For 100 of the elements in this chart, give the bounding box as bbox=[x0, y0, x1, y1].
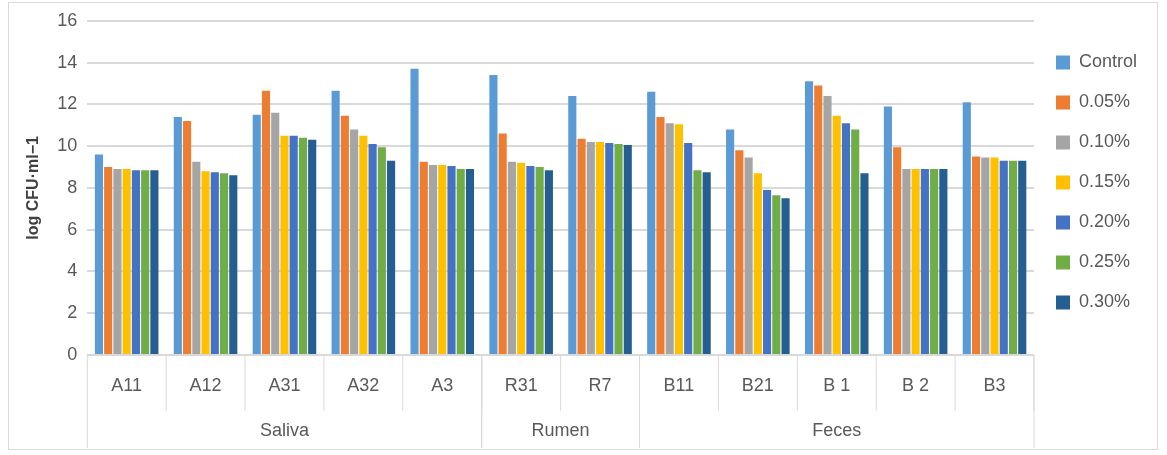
bar bbox=[962, 102, 971, 354]
legend-label: 0.25% bbox=[1078, 251, 1131, 272]
bar bbox=[772, 195, 781, 354]
y-tick-label: 12 bbox=[57, 93, 78, 114]
bar bbox=[781, 198, 790, 354]
bar bbox=[368, 144, 377, 354]
bar bbox=[744, 157, 753, 354]
bar bbox=[804, 81, 814, 354]
bar bbox=[920, 169, 929, 354]
bar bbox=[841, 123, 851, 354]
bar bbox=[999, 160, 1008, 354]
bar bbox=[674, 124, 684, 354]
x-tick-label: A32 bbox=[347, 374, 380, 395]
bar bbox=[308, 139, 317, 354]
bar bbox=[735, 150, 744, 354]
y-tick-label: 8 bbox=[67, 176, 78, 197]
x-tick-label: B21 bbox=[741, 374, 774, 395]
bar bbox=[387, 160, 396, 354]
bar bbox=[219, 173, 229, 354]
bar bbox=[930, 169, 939, 354]
bar bbox=[535, 167, 544, 354]
bar bbox=[990, 157, 999, 354]
bar bbox=[753, 173, 762, 354]
bar bbox=[252, 114, 261, 354]
bar bbox=[702, 172, 711, 354]
bar bbox=[507, 161, 516, 354]
bar bbox=[183, 121, 192, 354]
legend-label: 0.20% bbox=[1078, 211, 1131, 232]
bar bbox=[577, 138, 586, 354]
x-tick-label: B3 bbox=[983, 374, 1006, 395]
y-tick-label: 2 bbox=[67, 302, 78, 323]
bar bbox=[261, 90, 271, 354]
bar bbox=[201, 171, 210, 354]
x-tick-label: B 2 bbox=[902, 374, 930, 395]
text: Saliva bbox=[259, 419, 310, 440]
bar bbox=[377, 147, 386, 354]
bar bbox=[665, 123, 674, 354]
bar bbox=[911, 169, 920, 354]
x-tick-label: A3 bbox=[431, 374, 454, 395]
legend-label: 0.10% bbox=[1078, 131, 1131, 152]
bar bbox=[656, 116, 665, 354]
x-tick-label: A31 bbox=[268, 374, 301, 395]
y-tick-label: 6 bbox=[67, 218, 78, 239]
bar bbox=[298, 137, 308, 354]
bar bbox=[350, 129, 359, 354]
bar bbox=[693, 170, 702, 354]
bar bbox=[113, 169, 122, 354]
bar bbox=[832, 115, 841, 354]
bar bbox=[289, 135, 298, 354]
y-tick-label: 4 bbox=[67, 260, 78, 281]
bar bbox=[544, 170, 553, 354]
bar bbox=[192, 161, 201, 354]
y-axis-title: log CFU·ml−1 bbox=[24, 136, 42, 240]
bar bbox=[763, 189, 772, 354]
bar bbox=[823, 96, 832, 354]
bar bbox=[173, 116, 182, 354]
bar bbox=[568, 96, 577, 354]
text: Feces bbox=[812, 419, 862, 440]
y-tick-label: 14 bbox=[57, 51, 78, 72]
x-tick-label: B 1 bbox=[823, 374, 851, 395]
y-tick-label: 16 bbox=[57, 9, 78, 30]
bar bbox=[595, 141, 605, 354]
bar bbox=[359, 135, 368, 354]
legend-label: 0.15% bbox=[1078, 171, 1131, 192]
bar bbox=[893, 147, 902, 354]
bar bbox=[465, 169, 475, 354]
bar bbox=[902, 169, 911, 354]
bar bbox=[456, 169, 465, 354]
bar bbox=[141, 170, 150, 354]
bar bbox=[526, 165, 535, 354]
bar bbox=[981, 157, 990, 354]
bar bbox=[122, 169, 131, 354]
legend-label: Control bbox=[1078, 51, 1138, 72]
bar bbox=[438, 164, 447, 354]
bar bbox=[851, 129, 860, 354]
x-tick-label: B11 bbox=[663, 374, 695, 395]
bar bbox=[586, 141, 595, 354]
bar bbox=[410, 68, 419, 354]
bar bbox=[605, 142, 614, 354]
bar bbox=[229, 175, 238, 354]
bar bbox=[614, 144, 623, 354]
bar bbox=[684, 142, 693, 354]
bar bbox=[94, 154, 104, 354]
x-tick-label: A11 bbox=[111, 374, 143, 395]
bar bbox=[623, 145, 632, 354]
text: Rumen bbox=[531, 419, 590, 440]
bar bbox=[1008, 160, 1018, 354]
bar bbox=[331, 90, 340, 354]
y-tick-label: 0 bbox=[67, 343, 78, 364]
bar bbox=[280, 135, 289, 354]
bar bbox=[489, 75, 498, 354]
legend-label: 0.05% bbox=[1078, 91, 1131, 112]
bar bbox=[726, 129, 735, 354]
legend-label: 0.30% bbox=[1078, 291, 1131, 312]
x-tick-label: R31 bbox=[504, 374, 538, 395]
bar bbox=[939, 169, 948, 354]
bar bbox=[340, 115, 349, 354]
bar bbox=[150, 170, 159, 354]
y-tick-label: 10 bbox=[57, 135, 78, 156]
bar bbox=[104, 167, 113, 354]
